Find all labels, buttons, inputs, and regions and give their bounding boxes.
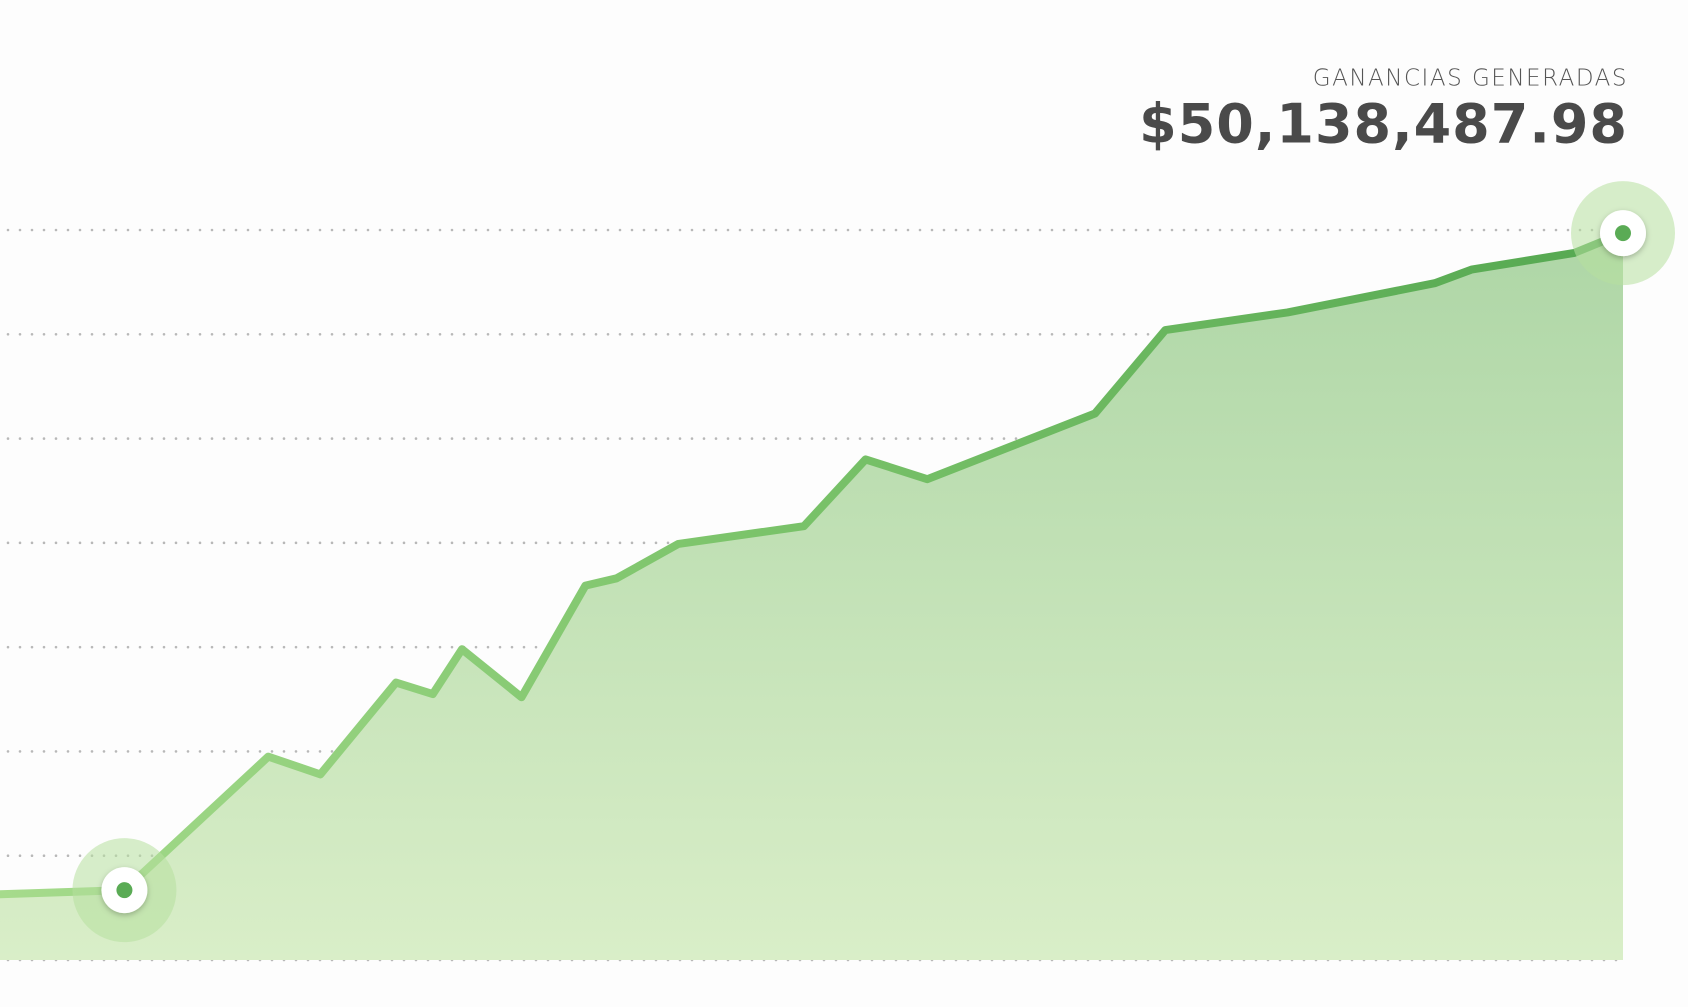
total-value: $50,138,487.98 (1139, 93, 1628, 156)
chart-title: GANANCIAS GENERADAS (1313, 66, 1628, 92)
highlight-dot (1615, 225, 1631, 242)
highlight-dot (116, 882, 133, 899)
plot (0, 181, 1675, 961)
line (0, 229, 1627, 899)
area (0, 233, 1623, 961)
